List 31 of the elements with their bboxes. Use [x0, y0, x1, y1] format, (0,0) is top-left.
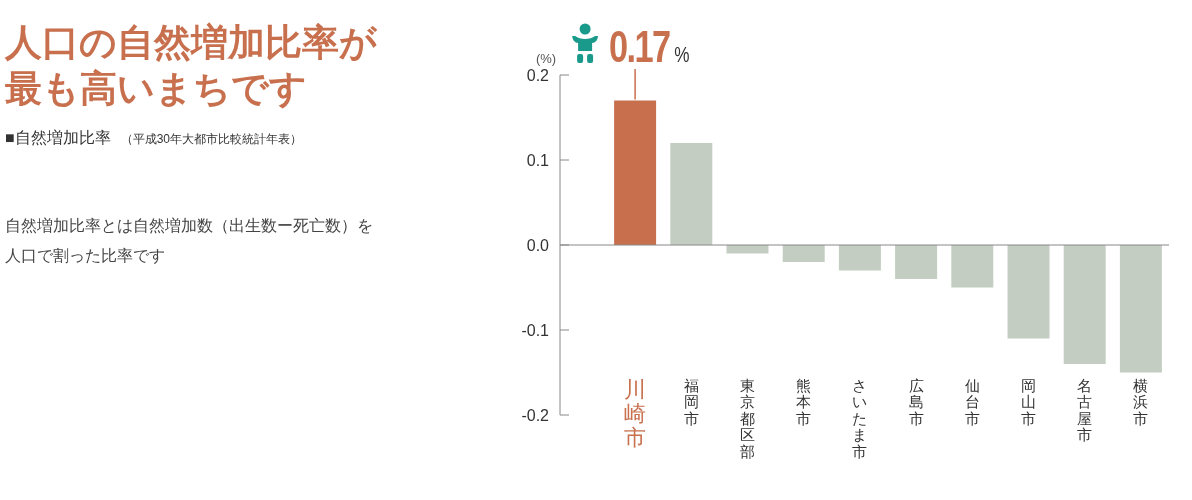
bar [614, 100, 657, 245]
x-tick-label: 広島市 [908, 376, 924, 427]
x-tick-label: 東京都区部 [740, 376, 755, 460]
bar [838, 245, 881, 271]
y-axis-title: (%) [535, 51, 557, 66]
y-tick-label: 0.0 [526, 237, 550, 254]
bar [1063, 245, 1106, 364]
bar [895, 245, 938, 279]
x-tick-label: 仙台市 [964, 376, 980, 427]
text: （平成30年大都市比較統計年表） [120, 131, 303, 148]
y-tick-label: 0.1 [526, 152, 550, 169]
x-tick-label: 熊本市 [796, 376, 812, 427]
bar [726, 245, 769, 254]
annotation: 0.17% [609, 21, 690, 71]
x-tick-label: 福岡市 [683, 376, 699, 427]
x-tick-label: 岡山市 [1021, 376, 1036, 427]
x-tick-label: 名古屋市 [1077, 376, 1093, 444]
x-tick-label: 川崎市 [624, 376, 647, 450]
y-tick-label: -0.2 [521, 407, 550, 424]
bar [782, 245, 825, 262]
y-tick-label: -0.1 [521, 322, 550, 339]
x-tick-label: 横浜市 [1133, 376, 1149, 427]
bar [1119, 245, 1162, 373]
text: ■自然増加比率 [5, 128, 111, 148]
text: 自然増加比率とは自然増加数（出生数ー死亡数）を人口で割った比率です [5, 216, 374, 266]
text: 人口の自然増加比率が最も高いまちです [5, 21, 378, 111]
y-tick-label: 0.2 [526, 67, 550, 84]
bar [951, 245, 994, 288]
bar [670, 143, 713, 245]
bar [1007, 245, 1050, 339]
x-tick-label: さいたま市 [852, 376, 868, 460]
